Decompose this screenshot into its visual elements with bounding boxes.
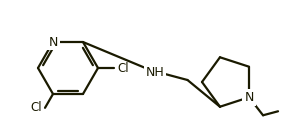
Text: Cl: Cl xyxy=(30,101,42,114)
Text: Cl: Cl xyxy=(117,61,129,74)
Text: N: N xyxy=(244,91,254,104)
Text: N: N xyxy=(48,36,58,49)
Text: NH: NH xyxy=(146,66,164,79)
